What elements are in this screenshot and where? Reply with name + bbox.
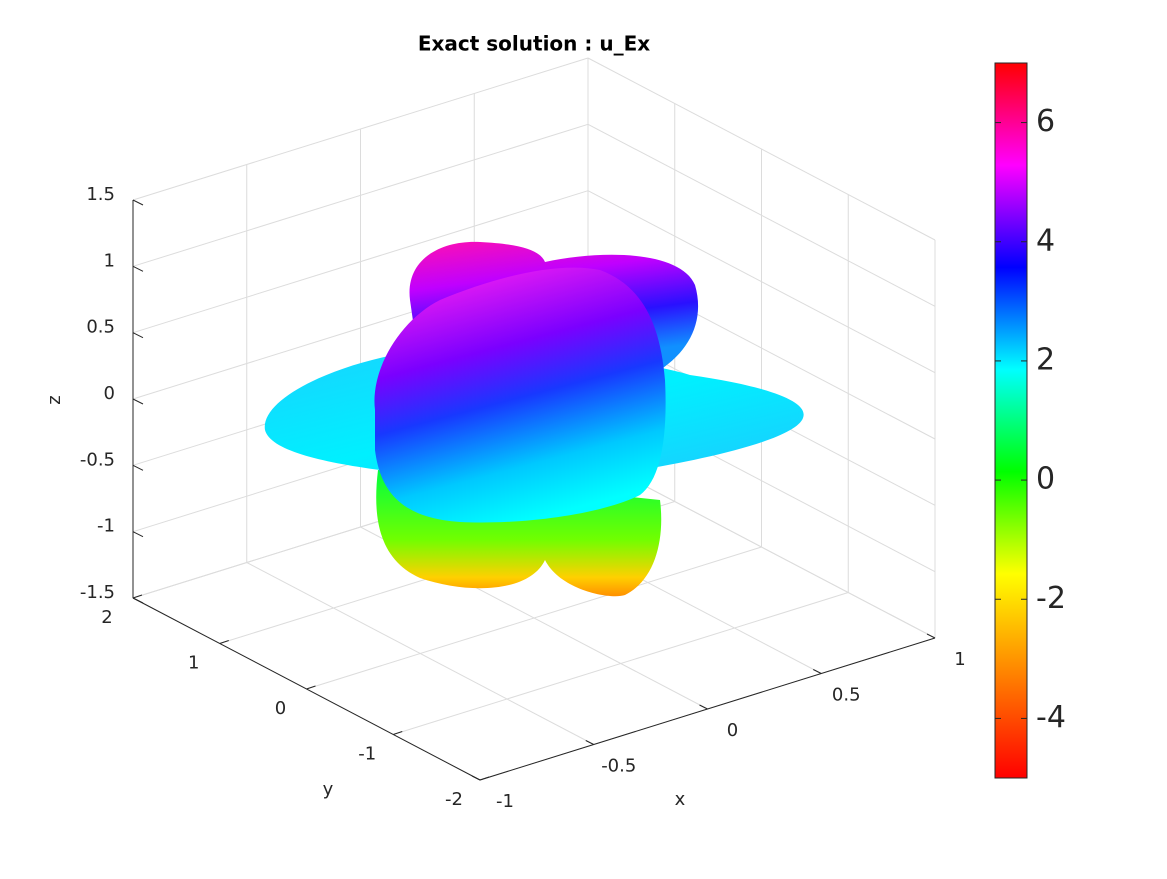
y-tick <box>393 731 403 735</box>
colorbar-tick-label: 4 <box>1036 223 1055 258</box>
grid-line <box>587 190 936 374</box>
z-tick <box>132 531 144 538</box>
y-tick <box>306 685 316 690</box>
x-tick <box>699 704 708 710</box>
y-tick-label: 1 <box>188 653 199 674</box>
x-tick <box>813 669 822 674</box>
z-tick <box>132 332 144 339</box>
colorbar-tick-label: 0 <box>1036 462 1055 497</box>
y-tick <box>132 594 143 599</box>
z-tick <box>132 199 144 206</box>
axes: -1 -0.5 0 0.5 1 -2 -1 0 1 2 -1.5 -1 -0.5 0 0.5 1 1.5 <box>80 184 966 812</box>
z-tick-label: 1 <box>104 250 115 271</box>
x-tick <box>585 740 594 745</box>
x-axis-label: x <box>675 789 686 810</box>
x-tick-label: -1 <box>496 791 514 812</box>
grid-line <box>587 123 936 307</box>
surface-front-lobe <box>374 267 666 523</box>
surface <box>264 241 804 597</box>
x-tick-label: -0.5 <box>601 756 636 777</box>
colorbar-tick-label: -2 <box>1036 581 1066 616</box>
grid-line <box>393 592 849 735</box>
x-tick <box>471 775 481 781</box>
colorbar-tick-label: 6 <box>1036 104 1055 139</box>
chart-title: Exact solution : u_Ex <box>418 32 650 56</box>
y-tick-label: -2 <box>445 789 463 810</box>
z-tick-label: 1.5 <box>86 184 115 205</box>
grid-line <box>132 190 589 334</box>
x-tick-label: 0 <box>727 720 738 741</box>
z-tick <box>132 464 144 471</box>
z-axis-label: z <box>44 395 65 404</box>
y-tick-label: 2 <box>101 607 112 628</box>
grid-line <box>587 57 936 241</box>
grid-line <box>306 546 762 690</box>
z-tick-label: 0 <box>104 383 115 404</box>
grid-line <box>132 123 589 267</box>
z-tick-label: -0.5 <box>80 449 115 470</box>
x-tick-label: 1 <box>954 649 965 670</box>
grid-line <box>132 57 589 201</box>
colorbar: -4 -2 0 2 4 6 <box>994 62 1066 779</box>
y-tick <box>479 776 490 781</box>
x-tick <box>926 633 936 639</box>
z-tick <box>132 597 144 604</box>
colorbar-tick-label: 2 <box>1036 342 1055 377</box>
z-tick-label: -1 <box>97 516 115 537</box>
colorbar-gradient <box>994 62 1028 779</box>
z-tick <box>132 398 144 405</box>
y-axis-label: y <box>323 779 334 800</box>
z-tick-label: -1.5 <box>80 582 115 603</box>
y-tick-label: 0 <box>275 698 286 719</box>
z-tick <box>132 265 144 272</box>
y-tick <box>219 640 229 644</box>
z-tick-label: 0.5 <box>86 317 115 338</box>
colorbar-tick-label: -4 <box>1036 700 1066 735</box>
x-tick-label: 0.5 <box>832 685 861 706</box>
y-tick-label: -1 <box>358 744 376 765</box>
